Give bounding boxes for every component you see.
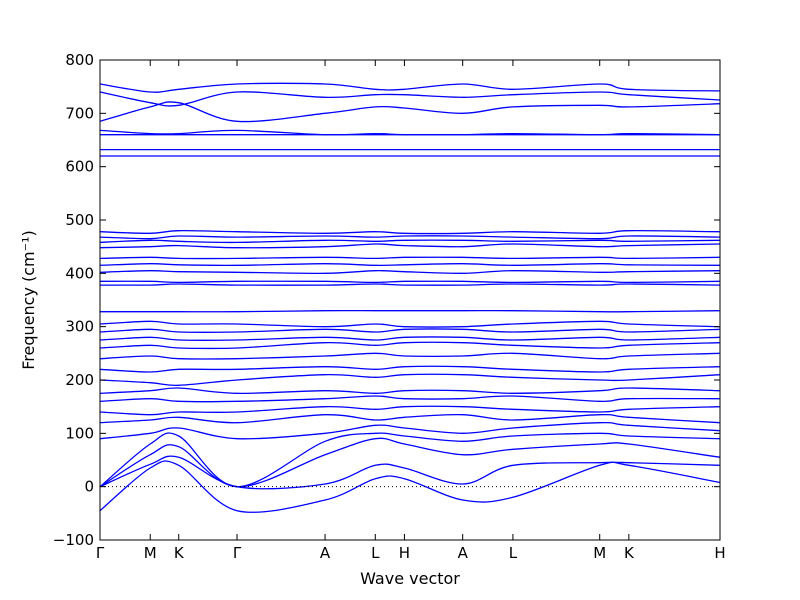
y-tick-label: 600 <box>65 158 94 176</box>
y-tick-label: 100 <box>65 424 94 442</box>
x-tick-label: H <box>399 544 410 562</box>
y-tick-label: 300 <box>65 318 94 336</box>
x-tick-label: M <box>144 544 157 562</box>
x-tick-label: H <box>714 544 725 562</box>
band-line-29 <box>99 129 721 136</box>
band-line-19 <box>99 269 721 275</box>
band-line-22 <box>99 243 721 249</box>
band-line-32 <box>99 82 721 93</box>
band-line-21 <box>99 256 721 260</box>
x-tick-label: K <box>624 544 635 562</box>
band-line-16 <box>99 309 721 313</box>
x-axis-label: Wave vector <box>360 569 460 588</box>
band-line-9 <box>99 373 721 387</box>
y-tick-label: 700 <box>65 104 94 122</box>
band-line-23 <box>99 239 721 244</box>
y-tick-label: −100 <box>53 531 94 549</box>
y-tick-label: 400 <box>65 264 94 282</box>
band-line-8 <box>99 387 721 394</box>
band-line-15 <box>99 320 721 328</box>
y-tick-label: 0 <box>84 478 94 496</box>
x-tick-label: A <box>458 544 469 562</box>
x-tick-label: K <box>174 544 185 562</box>
x-tick-label: Γ <box>233 544 242 562</box>
plot-area-frame <box>99 59 721 541</box>
y-axis-label: Frequency (cm⁻¹) <box>19 230 38 369</box>
band-line-31 <box>99 91 721 107</box>
x-tick-label: L <box>371 544 380 562</box>
band-line-13 <box>99 336 721 341</box>
y-tick-label: 500 <box>65 211 94 229</box>
high-symmetry-lines <box>150 60 629 540</box>
y-tick-label: 200 <box>65 371 94 389</box>
y-tick-label: 800 <box>65 51 94 69</box>
band-line-11 <box>99 352 721 360</box>
band-line-7 <box>99 395 721 403</box>
band-line-2 <box>99 437 721 488</box>
band-line-14 <box>99 328 721 333</box>
band-lines <box>99 82 721 513</box>
band-line-6 <box>99 405 721 416</box>
band-line-18 <box>99 280 721 284</box>
band-line-4 <box>99 421 721 440</box>
band-line-1 <box>99 455 721 490</box>
x-tick-label: Γ <box>96 544 105 562</box>
band-line-10 <box>99 365 721 373</box>
band-line-3 <box>99 432 721 488</box>
band-line-24 <box>99 235 721 240</box>
x-tick-label: A <box>320 544 331 562</box>
x-tick-label: L <box>509 544 518 562</box>
y-axis-ticks: −100 0 100 200 300 400 500 600 700 800 <box>53 51 720 549</box>
band-line-30 <box>99 101 721 123</box>
band-line-17 <box>99 283 721 286</box>
band-line-25 <box>99 229 721 235</box>
band-line-0 <box>99 460 721 513</box>
band-line-20 <box>99 263 721 266</box>
band-line-12 <box>99 341 721 350</box>
band-line-5 <box>99 413 721 424</box>
x-tick-label: M <box>593 544 606 562</box>
